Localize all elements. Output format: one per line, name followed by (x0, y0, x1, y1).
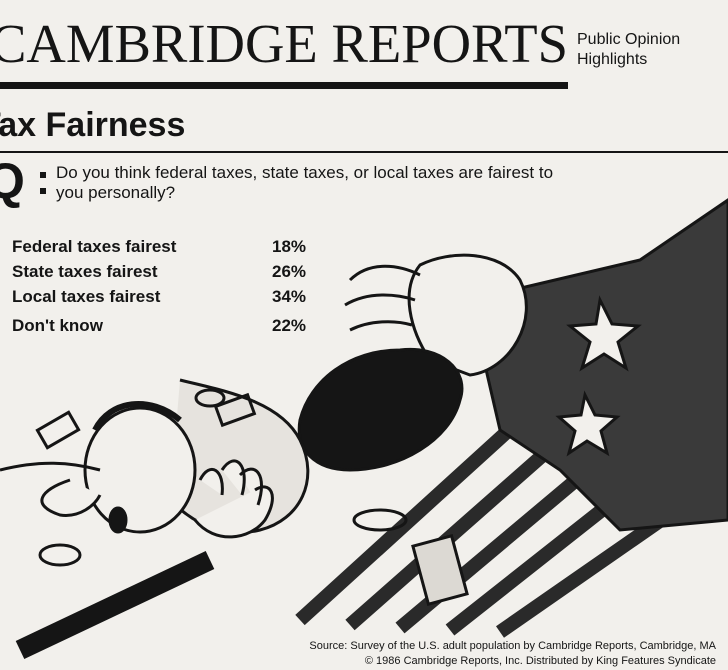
q-dot (40, 172, 46, 178)
header-rule (0, 82, 568, 89)
result-label: State taxes fairest (12, 262, 158, 281)
question-text: you personally? (56, 183, 175, 202)
result-label: Local taxes fairest (12, 287, 161, 306)
source-line: Source: Survey of the U.S. adult populat… (309, 640, 716, 652)
section-title: Tax Fairness (0, 106, 185, 144)
question-text: Do you think federal taxes, state taxes,… (56, 163, 553, 182)
result-label: Don't know (12, 316, 104, 335)
masthead: CAMBRIDGE REPORTS (0, 13, 568, 74)
result-value: 34% (272, 287, 306, 306)
result-value: 26% (272, 262, 306, 281)
tagline: Highlights (577, 51, 647, 68)
result-label: Federal taxes fairest (12, 237, 177, 256)
q-dot (40, 188, 46, 194)
result-value: 22% (272, 316, 306, 335)
source-line: © 1986 Cambridge Reports, Inc. Distribut… (365, 655, 716, 667)
results: Federal taxes fairest 18% State taxes fa… (12, 237, 306, 335)
result-value: 18% (272, 237, 306, 256)
q-marker: Q (0, 153, 25, 209)
cartoon (0, 198, 728, 660)
tagline: Public Opinion (577, 31, 680, 48)
